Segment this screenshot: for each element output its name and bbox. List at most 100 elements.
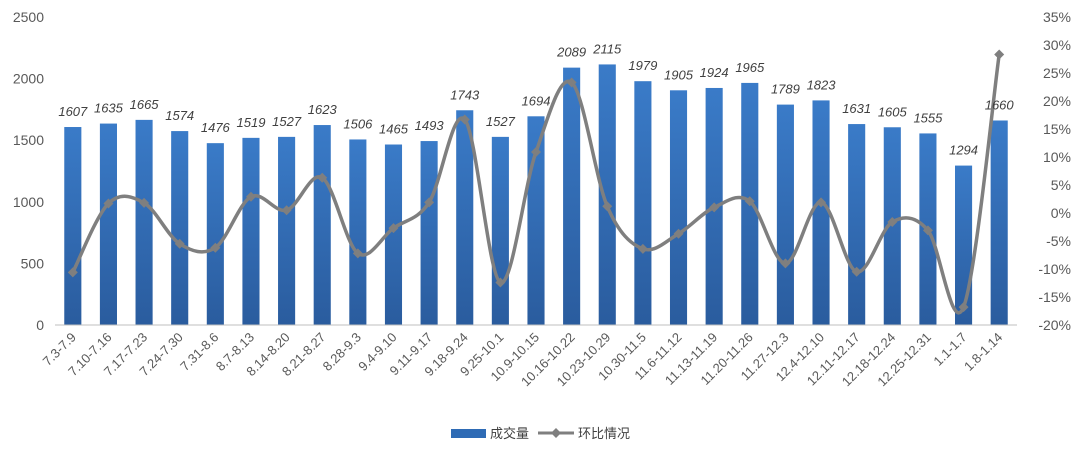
left-tick-label: 500	[21, 255, 45, 271]
bar-value-label: 1555	[913, 110, 943, 125]
line-point	[459, 114, 470, 125]
bar-value-label: 1527	[272, 114, 302, 129]
line-point	[887, 216, 898, 227]
bar	[349, 139, 367, 325]
bar-value-label: 1660	[985, 97, 1015, 112]
bar	[598, 64, 616, 325]
bar	[990, 120, 1008, 325]
bar	[242, 137, 260, 325]
line-point	[851, 266, 862, 277]
bar	[491, 136, 509, 325]
bar	[278, 136, 296, 325]
line-point	[388, 223, 399, 234]
bar-value-label: 1635	[94, 101, 124, 116]
bar-value-label: 1743	[450, 87, 480, 102]
bar-value-label: 1527	[486, 114, 516, 129]
bar	[135, 119, 153, 325]
bar-value-label: 2115	[592, 41, 622, 56]
bar	[955, 165, 973, 325]
right-tick-label: -20%	[1038, 317, 1071, 333]
line-point	[245, 191, 256, 202]
line-point	[922, 225, 933, 236]
right-tick-label: -15%	[1038, 289, 1071, 305]
left-tick-label: 2500	[13, 9, 44, 25]
bar	[420, 141, 438, 325]
line-point	[424, 197, 435, 208]
bar	[456, 110, 474, 326]
bar	[171, 131, 189, 325]
line-point	[210, 242, 221, 253]
x-tick-label: 1.8-1.14	[961, 330, 1005, 374]
line-point	[495, 277, 506, 288]
bar-value-label: 1789	[771, 82, 800, 97]
line-point	[637, 243, 648, 254]
line-point	[673, 228, 684, 239]
bar-value-label: 1979	[628, 58, 657, 73]
bar-value-label: 1665	[130, 97, 160, 112]
bar-value-label: 1506	[343, 116, 373, 131]
right-tick-label: 15%	[1043, 121, 1071, 137]
bar-value-label: 1623	[308, 102, 338, 117]
bar-value-label: 2089	[556, 45, 586, 60]
bar	[313, 125, 331, 325]
right-tick-label: 25%	[1043, 65, 1071, 81]
bar-value-label: 1574	[165, 108, 194, 123]
bar	[563, 67, 581, 326]
line-point	[602, 201, 613, 212]
change-line	[67, 49, 1005, 315]
line-point	[566, 77, 577, 88]
bar-value-label: 1519	[237, 115, 266, 130]
right-tick-label: 10%	[1043, 149, 1071, 165]
bar	[384, 144, 403, 325]
line-point	[994, 49, 1005, 60]
line-point	[139, 197, 150, 208]
bar	[99, 123, 117, 326]
bar	[64, 127, 82, 325]
bar	[776, 104, 794, 325]
line-point	[531, 146, 541, 157]
bar	[669, 90, 688, 325]
x-axis: 7.3-7.97.10-7.167.17-7.237.24-7.307.31-8…	[40, 324, 1017, 389]
line-point	[103, 198, 114, 209]
line-point	[958, 302, 969, 313]
right-tick-label: 30%	[1043, 37, 1071, 53]
legend-line-marker	[551, 428, 561, 438]
line-point	[174, 238, 185, 249]
line-point	[816, 197, 827, 208]
bar-value-label: 1905	[664, 67, 694, 82]
bar-value-label: 1965	[735, 60, 765, 75]
left-y-axis: 0 500 1000 1500 2000 2500	[13, 9, 44, 333]
right-tick-label: 20%	[1043, 93, 1071, 109]
line-point	[744, 196, 755, 207]
right-tick-label: -10%	[1038, 261, 1071, 277]
bar-value-label: 1605	[878, 104, 908, 119]
bar-value-label: 1607	[58, 104, 88, 119]
volume-bars	[64, 64, 1008, 326]
bar-value-label: 1294	[949, 143, 978, 158]
left-tick-label: 1000	[13, 194, 44, 210]
legend: 成交量 环比情况	[451, 426, 630, 441]
right-tick-label: -5%	[1046, 233, 1071, 249]
right-tick-label: 35%	[1043, 9, 1071, 25]
line-point	[281, 205, 292, 216]
right-tick-label: 5%	[1051, 177, 1071, 193]
line-point	[780, 258, 791, 269]
legend-line-label: 环比情况	[578, 426, 630, 441]
bar-value-label: 1476	[201, 120, 231, 135]
line-point	[67, 267, 78, 278]
line-point	[317, 172, 328, 183]
bar-value-label: 1823	[807, 77, 837, 92]
bar-value-label: 1493	[415, 118, 445, 133]
right-y-axis: -20% -15% -10% -5% 0% 5% 10% 15% 20% 25% 30% 35%	[1038, 9, 1071, 333]
left-tick-label: 2000	[13, 71, 44, 87]
bar-value-label: 1924	[700, 65, 729, 80]
line-point	[709, 202, 720, 213]
bar	[206, 143, 224, 325]
bar-value-labels: 1607 1635 1665 1574 1476 1519 1527 1623 1506 1465…	[58, 41, 1014, 157]
bar	[812, 100, 830, 325]
bar	[634, 81, 652, 326]
line-point	[352, 248, 363, 259]
right-tick-label: 0%	[1051, 205, 1071, 221]
bar-value-label: 1631	[842, 101, 871, 116]
